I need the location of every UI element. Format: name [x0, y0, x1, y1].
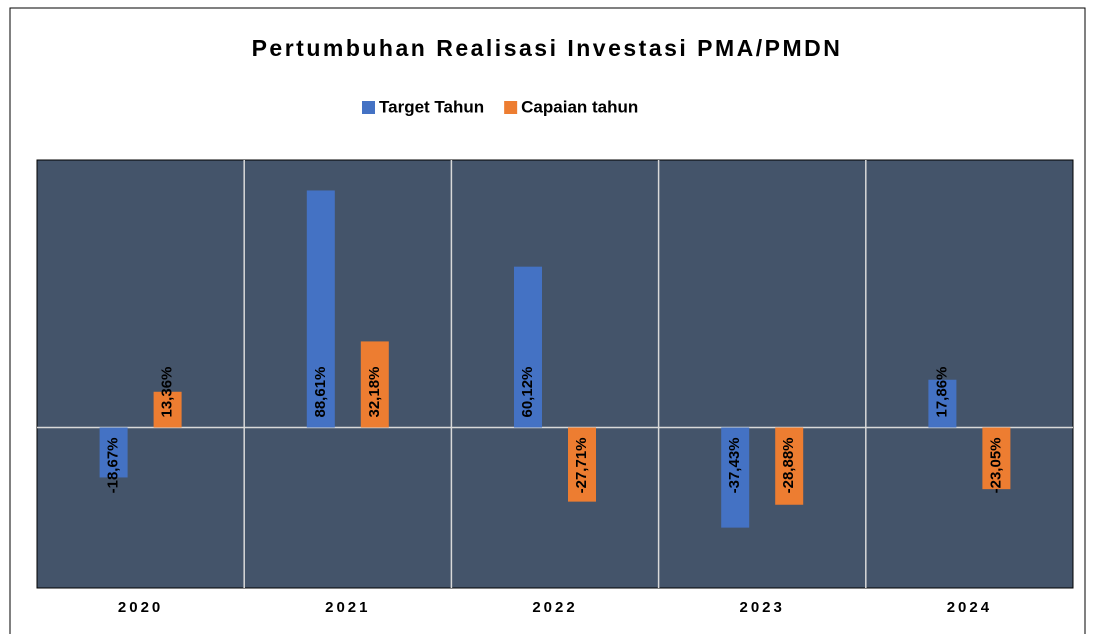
x-tick-label: 2022 [532, 599, 577, 616]
data-label: 13,36% [159, 367, 176, 418]
bar [306, 190, 335, 428]
legend-swatch [362, 101, 375, 114]
bar [99, 427, 128, 478]
bar [721, 427, 750, 528]
data-label: 17,86% [933, 367, 950, 418]
data-label: -37,43% [726, 438, 743, 494]
data-label: 88,61% [312, 367, 329, 418]
plot-area [36, 159, 1074, 589]
x-tick-label: 2021 [325, 599, 370, 616]
x-tick-label: 2020 [118, 599, 163, 616]
bar [775, 427, 804, 505]
chart-title: Pertumbuhan Realisasi Investasi PMA/PMDN [252, 35, 843, 61]
data-label: -28,88% [780, 438, 797, 494]
bar [153, 391, 182, 428]
bar [514, 266, 542, 428]
x-tick-label: 2023 [740, 599, 785, 616]
legend-label: Capaian tahun [521, 97, 638, 116]
data-label: 32,18% [366, 367, 383, 418]
bar [928, 379, 957, 428]
x-tick-label: 2024 [947, 599, 992, 616]
bar [360, 341, 389, 428]
data-label: -23,05% [987, 438, 1004, 494]
data-label: 60,12% [519, 367, 536, 418]
bar [982, 427, 1011, 490]
data-label: -27,71% [573, 438, 590, 494]
legend-swatch [504, 101, 518, 114]
data-label: -18,67% [105, 438, 122, 494]
bar [568, 427, 596, 502]
legend-label: Target Tahun [379, 97, 484, 116]
